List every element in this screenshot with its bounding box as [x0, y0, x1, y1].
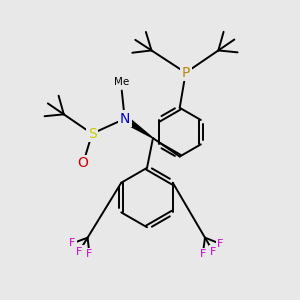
- Text: P: P: [182, 66, 190, 80]
- Text: F: F: [69, 238, 76, 248]
- Text: Me: Me: [114, 77, 129, 87]
- Text: F: F: [86, 249, 93, 259]
- Text: S: S: [88, 127, 96, 141]
- Text: F: F: [200, 249, 206, 259]
- Polygon shape: [126, 118, 153, 138]
- Text: N: N: [119, 112, 130, 126]
- Text: O: O: [78, 156, 88, 170]
- Text: F: F: [76, 247, 82, 256]
- Text: F: F: [217, 239, 224, 249]
- Text: F: F: [210, 247, 216, 257]
